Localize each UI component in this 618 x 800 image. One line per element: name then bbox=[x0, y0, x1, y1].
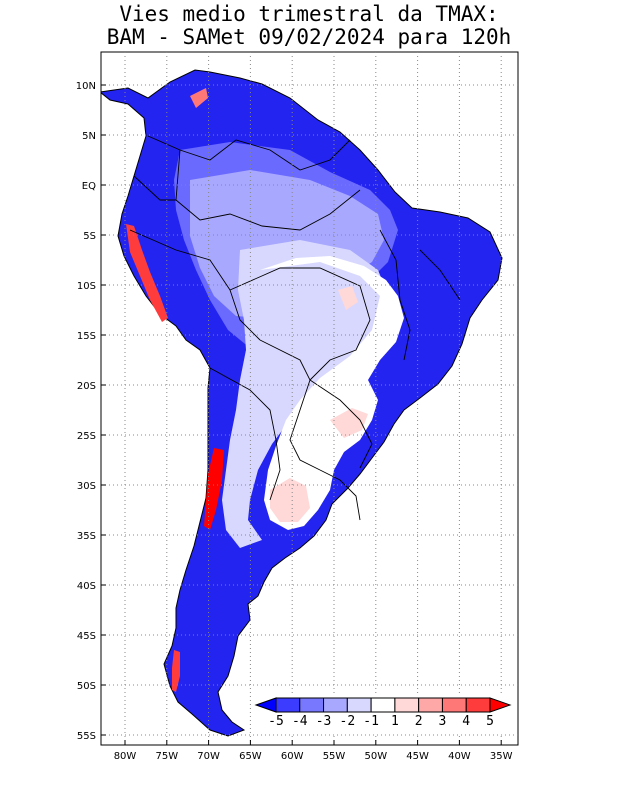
colorbar-label: -2 bbox=[340, 714, 356, 729]
colorbar-swatch bbox=[441, 697, 467, 713]
colorbar-label: -5 bbox=[268, 714, 284, 729]
colorbar-label: 4 bbox=[462, 714, 470, 729]
lat-tick-label: 5N bbox=[82, 131, 96, 142]
colorbar-swatch bbox=[346, 697, 372, 713]
colorbar-label: 1 bbox=[391, 714, 399, 729]
colorbar: -5 -4 -3 -2 -1 1 2 3 4 5 bbox=[252, 694, 514, 734]
colorbar-swatch bbox=[275, 697, 301, 713]
andes-warm-streak-colombia bbox=[190, 88, 208, 108]
lat-tick-label: 20S bbox=[77, 381, 96, 392]
country-borders bbox=[129, 135, 461, 521]
colorbar-label: -4 bbox=[292, 714, 308, 729]
lat-tick-label: 35S bbox=[77, 531, 96, 542]
lat-tick-label: 55S bbox=[77, 731, 96, 742]
lat-tick-label: 50S bbox=[77, 681, 96, 692]
colorbar-label: -1 bbox=[363, 714, 379, 729]
lat-tick-label: 30S bbox=[77, 481, 96, 492]
colorbar-swatch bbox=[323, 697, 348, 713]
longitude-labels: 80W 75W 70W 65W 60W 55W 50W 45W 40W 35W bbox=[114, 740, 513, 762]
lon-tick-label: 45W bbox=[406, 751, 429, 762]
lon-tick-label: 50W bbox=[364, 751, 387, 762]
bias-zone-light-red-2 bbox=[330, 408, 368, 438]
map-title-line2: BAM - SAMet 09/02/2024 para 120h bbox=[106, 25, 512, 49]
bias-zone-light-red-3 bbox=[338, 286, 358, 310]
colorbar-swatch bbox=[418, 697, 443, 713]
lon-tick-label: 55W bbox=[323, 751, 346, 762]
bias-zone-light-red bbox=[270, 478, 310, 522]
map-gridlines bbox=[101, 52, 518, 745]
lat-tick-label: 5S bbox=[83, 231, 96, 242]
latitude-labels: 10N 5N EQ 5S 10S 15S 20S 25S 30S 35S 40S 45S 50S 55S bbox=[76, 81, 106, 742]
colorbar-label: 5 bbox=[486, 714, 494, 729]
lat-tick-label: 15S bbox=[77, 331, 96, 342]
colorbar-swatch bbox=[394, 697, 420, 713]
map-border bbox=[100, 51, 519, 746]
lat-tick-label: 25S bbox=[77, 431, 96, 442]
colorbar-swatch bbox=[465, 697, 491, 713]
lon-tick-label: 70W bbox=[197, 751, 220, 762]
andes-warm-streak-north bbox=[126, 224, 168, 322]
colorbar-label: 3 bbox=[439, 714, 447, 729]
lon-tick-label: 80W bbox=[114, 751, 137, 762]
lon-tick-label: 35W bbox=[490, 751, 513, 762]
map-title-line1: Vies medio trimestral da TMAX: bbox=[119, 2, 499, 26]
lat-tick-label: 40S bbox=[77, 581, 96, 592]
colorbar-max-arrow bbox=[489, 697, 512, 713]
colorbar-swatch bbox=[370, 697, 396, 713]
andes-warm-streak-patagonia bbox=[172, 650, 180, 692]
lat-tick-label: 10N bbox=[76, 81, 96, 92]
colorbar-label: -3 bbox=[316, 714, 332, 729]
lat-tick-label: 45S bbox=[77, 631, 96, 642]
lat-tick-label: EQ bbox=[82, 181, 96, 192]
lon-tick-label: 65W bbox=[239, 751, 262, 762]
lon-tick-label: 40W bbox=[448, 751, 471, 762]
lon-tick-label: 75W bbox=[155, 751, 178, 762]
andes-warm-streak-south bbox=[204, 448, 224, 530]
bias-zone-neutral bbox=[260, 256, 404, 530]
lon-tick-label: 60W bbox=[281, 751, 304, 762]
colorbar-label: 2 bbox=[415, 714, 423, 729]
colorbar-swatch bbox=[299, 697, 325, 713]
lat-tick-label: 10S bbox=[77, 281, 96, 292]
